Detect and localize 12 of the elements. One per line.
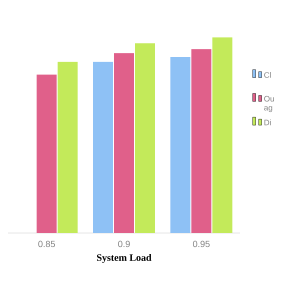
bar bbox=[58, 62, 78, 233]
bar bbox=[36, 74, 57, 233]
bar bbox=[93, 62, 114, 233]
x-tick-label: 0.9 bbox=[118, 240, 130, 248]
bar bbox=[212, 37, 232, 233]
bar bbox=[170, 56, 190, 233]
x-tick-label: 0.85 bbox=[38, 240, 56, 248]
bar bbox=[191, 49, 212, 233]
x-axis-title: System Load bbox=[96, 254, 152, 264]
x-tick-label: 0.95 bbox=[192, 240, 210, 248]
bar bbox=[134, 43, 155, 233]
bar bbox=[114, 53, 134, 233]
